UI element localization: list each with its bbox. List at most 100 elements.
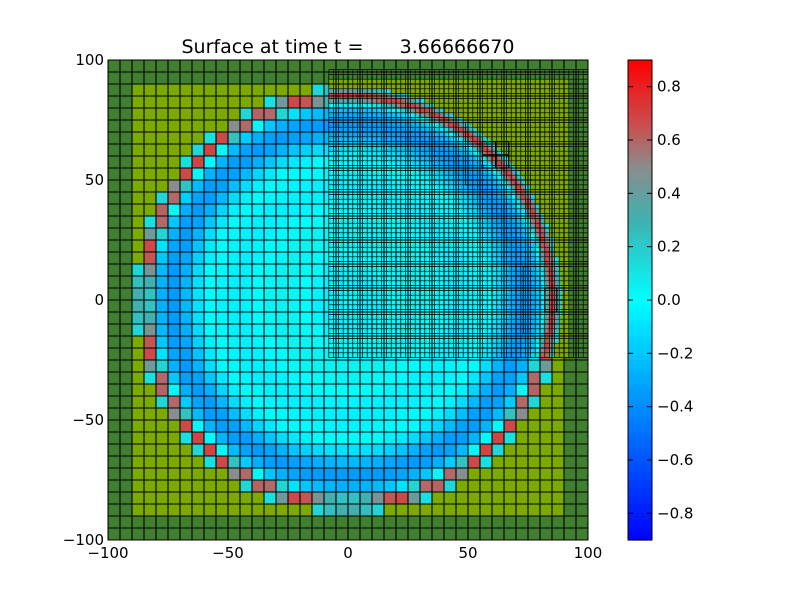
surface-cell [156,252,169,265]
surface-cell [264,264,277,277]
surface-cell [415,319,421,325]
surface-cell [312,456,325,469]
surface-cell [240,288,253,301]
surface-cell [564,338,570,344]
surface-cell [300,528,313,540]
surface-cell [458,112,464,118]
surface-cell [487,343,493,349]
surface-cell [204,528,217,540]
surface-cell [511,314,517,320]
surface-cell [487,338,493,344]
surface-cell [576,456,588,469]
surface-cell [338,271,344,277]
surface-cell [540,88,546,94]
surface-cell [328,280,334,286]
surface-cell [516,290,522,296]
surface-cell [492,468,505,481]
surface-cell [487,184,493,190]
surface-cell [204,132,217,145]
surface-cell [544,208,550,214]
surface-cell [328,247,334,253]
surface-cell [544,112,550,118]
surface-cell [338,343,344,349]
surface-cell [338,136,344,142]
surface-cell [348,180,354,186]
surface-cell [328,324,334,330]
surface-cell [458,132,464,138]
surface-cell [276,264,289,277]
surface-cell [312,348,325,361]
surface-cell [120,420,133,433]
surface-cell [156,348,169,361]
surface-cell [472,304,478,310]
surface-cell [434,112,440,118]
surface-cell [511,276,517,282]
surface-cell [465,126,468,128]
surface-cell [540,504,553,517]
surface-cell [288,84,301,97]
surface-cell [348,98,354,104]
surface-cell [472,88,478,94]
surface-cell [352,160,358,166]
surface-cell [276,228,289,241]
surface-cell [465,140,468,142]
surface-cell [348,276,354,282]
surface-cell [376,271,382,277]
surface-cell [288,216,301,229]
surface-cell [424,324,430,330]
surface-cell [120,468,133,481]
surface-cell [492,384,505,397]
surface-cell [578,247,584,253]
surface-cell [544,103,550,109]
surface-cell [372,160,378,166]
surface-cell [360,408,373,421]
surface-cell [168,312,181,325]
surface-cell [465,151,468,153]
surface-cell [410,84,416,90]
surface-cell [120,156,133,169]
surface-cell [204,504,217,517]
surface-cell [300,120,313,133]
surface-cell [448,127,454,133]
surface-cell [348,122,354,128]
surface-cell [362,242,368,248]
surface-cell [338,146,344,152]
surface-cell [492,276,498,282]
surface-cell [367,252,373,258]
surface-cell [348,79,354,85]
surface-cell [386,247,392,253]
surface-cell [564,151,570,157]
surface-cell [348,468,361,481]
surface-cell [180,276,193,289]
surface-cell [439,98,445,104]
surface-cell [516,256,522,262]
surface-cell [458,151,464,157]
surface-cell [448,338,454,344]
surface-cell [516,194,522,200]
surface-cell [535,184,541,190]
surface-cell [400,194,406,200]
surface-cell [578,295,584,301]
surface-cell [544,352,550,358]
surface-cell [511,324,517,330]
surface-cell [439,151,445,157]
surface-cell [192,456,205,469]
surface-cell [468,136,470,139]
surface-cell [468,169,470,171]
surface-cell [391,127,397,133]
surface-cell [496,184,502,190]
surface-cell [192,384,205,397]
surface-cell [384,516,397,529]
surface-cell [300,228,313,241]
surface-cell [578,242,584,248]
surface-cell [144,492,157,505]
surface-cell [468,160,470,163]
surface-cell [348,348,354,354]
surface-cell [348,432,361,445]
surface-cell [391,208,397,214]
surface-cell [434,252,440,258]
surface-cell [535,103,541,109]
surface-cell [132,84,145,97]
surface-cell [312,204,325,217]
surface-cell [504,60,517,73]
